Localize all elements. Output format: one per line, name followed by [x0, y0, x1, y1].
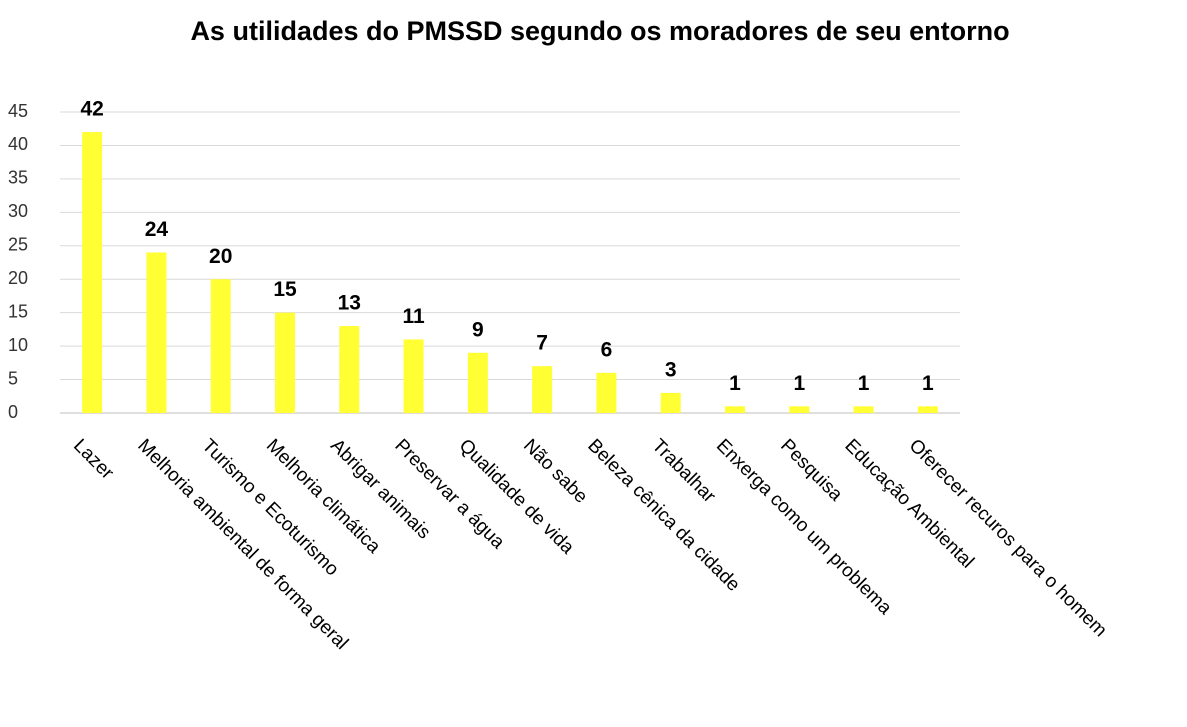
- y-tick-label: 40: [8, 134, 28, 154]
- bar: [789, 406, 810, 413]
- bar: [82, 132, 103, 414]
- value-label: 1: [858, 372, 870, 395]
- y-tick-label: 30: [8, 201, 28, 221]
- value-label: 7: [536, 332, 548, 355]
- y-tick-label: 0: [8, 402, 18, 422]
- value-label: 15: [273, 278, 297, 301]
- value-label: 1: [793, 372, 805, 395]
- x-tick-label: Lazer: [69, 435, 118, 484]
- bar: [917, 406, 938, 413]
- value-label: 3: [665, 358, 677, 381]
- chart-title: As utilidades do PMSSD segundo os morado…: [190, 16, 1010, 46]
- value-label: 9: [472, 318, 484, 341]
- bar: [210, 279, 231, 413]
- y-tick-label: 5: [8, 368, 18, 388]
- value-label: 24: [145, 218, 169, 241]
- bar: [596, 372, 617, 413]
- x-tick-label: Melhoria climática: [262, 435, 385, 558]
- x-tick-label: Qualidade de vida: [455, 435, 578, 558]
- bar: [339, 326, 360, 413]
- value-label: 1: [922, 372, 934, 395]
- y-tick-label: 15: [8, 301, 28, 321]
- bar: [403, 339, 424, 413]
- y-tick-label: 20: [8, 268, 28, 288]
- value-label: 42: [80, 98, 103, 121]
- y-tick-label: 35: [8, 168, 28, 188]
- value-label: 6: [601, 338, 613, 361]
- bar: [532, 366, 553, 413]
- value-label: 11: [402, 305, 425, 328]
- value-label: 13: [338, 292, 361, 315]
- bar: [725, 406, 745, 413]
- y-tick-label: 10: [8, 335, 28, 355]
- bar: [146, 252, 167, 413]
- bar: [275, 312, 295, 413]
- y-tick-label: 45: [8, 101, 28, 121]
- value-label: 1: [729, 372, 741, 395]
- x-tick-label: Preservar a água: [390, 435, 508, 553]
- bar: [853, 406, 874, 413]
- value-label: 20: [209, 245, 232, 268]
- x-tick-label: Educação Ambiental: [840, 435, 977, 572]
- bar: [467, 352, 488, 413]
- bar: [660, 392, 681, 413]
- y-tick-label: 25: [8, 235, 28, 255]
